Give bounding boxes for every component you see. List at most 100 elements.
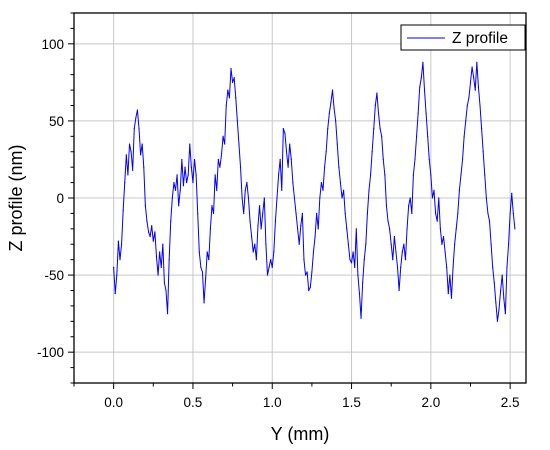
data-point: [146, 220, 148, 222]
y-tick-label: 50: [49, 114, 64, 129]
data-point: [377, 112, 380, 114]
data-point: [404, 259, 407, 261]
data-point: [327, 128, 329, 130]
data-point: [479, 104, 481, 107]
data-point: [300, 225, 302, 227]
data-point: [469, 81, 472, 83]
data-point: [417, 112, 419, 114]
data-point: [409, 197, 411, 199]
data-point: [436, 220, 438, 222]
data-point: [333, 107, 335, 110]
data-point: [184, 166, 186, 168]
data-point: [473, 77, 475, 79]
data-point: [211, 205, 213, 207]
data-point: [362, 282, 364, 284]
y-tick-label: -100: [37, 345, 64, 360]
data-point: [466, 104, 468, 107]
data-point: [336, 143, 338, 145]
data-point: [281, 189, 283, 191]
data-point: [116, 274, 118, 276]
y-axis-ticks: -100 -50 0 50 100: [37, 12, 74, 384]
data-point: [224, 143, 226, 145]
data-point: [507, 243, 510, 245]
data-point: [233, 77, 235, 79]
data-point: [504, 313, 506, 315]
data-point: [128, 143, 131, 145]
data-point: [389, 228, 391, 230]
data-point: [236, 120, 238, 122]
data-point: [330, 101, 332, 104]
data-point: [192, 181, 194, 184]
data-point: [179, 189, 181, 191]
data-point: [425, 112, 427, 114]
data-point: [408, 205, 410, 207]
legend-label: Z profile: [452, 30, 508, 47]
data-point: [262, 212, 264, 215]
data-point: [465, 120, 467, 122]
data-point: [435, 212, 437, 215]
data-point: [203, 302, 205, 304]
data-point: [309, 286, 311, 289]
data-point: [447, 292, 449, 295]
data-point: [485, 197, 487, 199]
data-point: [398, 289, 400, 292]
data-point: [114, 292, 116, 295]
data-point: [482, 151, 484, 153]
data-point: [463, 135, 465, 137]
data-point: [244, 189, 246, 191]
data-point: [471, 66, 473, 68]
data-point: [387, 220, 389, 222]
data-point: [354, 266, 356, 268]
data-point: [133, 128, 135, 130]
data-point: [382, 158, 384, 161]
data-point: [227, 89, 229, 91]
data-point: [438, 197, 440, 199]
data-point: [214, 174, 216, 176]
y-tick-label: -50: [44, 268, 64, 283]
data-point: [503, 297, 505, 299]
grid-lines: [74, 13, 526, 383]
data-point: [317, 228, 319, 230]
data-point: [301, 212, 303, 215]
data-point: [144, 205, 146, 207]
data-point: [493, 282, 495, 284]
data-point: [514, 228, 516, 230]
data-point: [251, 235, 253, 238]
data-point: [166, 313, 169, 315]
data-point: [373, 128, 375, 130]
data-point: [285, 151, 288, 153]
data-point: [170, 220, 172, 222]
data-point: [501, 274, 503, 276]
data-point: [141, 143, 143, 145]
data-point: [509, 212, 511, 215]
data-point: [287, 166, 289, 168]
data-point: [433, 189, 435, 191]
data-point: [401, 251, 403, 253]
data-point: [360, 317, 362, 319]
data-point: [358, 292, 361, 295]
data-point: [488, 220, 491, 222]
data-point: [311, 271, 313, 273]
data-point: [319, 197, 321, 199]
data-point: [238, 143, 240, 145]
data-point: [455, 228, 457, 230]
data-point: [138, 128, 140, 130]
data-point: [490, 243, 492, 245]
data-point: [154, 231, 156, 233]
data-point: [304, 274, 307, 276]
data-point: [381, 135, 383, 137]
data-point: [446, 266, 448, 268]
data-point: [352, 251, 354, 253]
data-point: [343, 189, 345, 191]
data-point: [415, 135, 418, 137]
data-point: [209, 228, 211, 230]
data-point: [316, 212, 318, 215]
data-point: [176, 174, 178, 176]
data-point: [308, 289, 310, 292]
data-point: [182, 185, 185, 187]
data-point: [168, 259, 170, 261]
data-point: [220, 154, 223, 156]
data-point: [430, 174, 432, 176]
data-point: [325, 151, 327, 153]
data-point: [140, 154, 142, 156]
